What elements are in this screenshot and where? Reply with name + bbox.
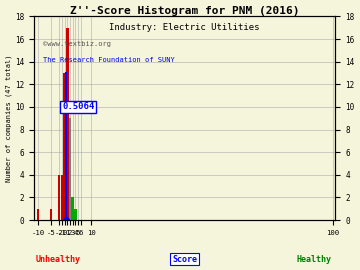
Text: Unhealthy: Unhealthy (35, 255, 80, 264)
Bar (37, 209, 39, 220)
Bar (58, 175, 60, 220)
Bar (72, 197, 74, 220)
Bar (61, 175, 63, 220)
Bar (69, 118, 71, 220)
Text: The Research Foundation of SUNY: The Research Foundation of SUNY (43, 57, 175, 63)
Bar (50, 209, 53, 220)
Text: Industry: Electric Utilities: Industry: Electric Utilities (109, 23, 260, 32)
Bar (63, 73, 66, 220)
Bar (66, 28, 68, 220)
Text: Healthy: Healthy (297, 255, 332, 264)
Y-axis label: Number of companies (47 total): Number of companies (47 total) (5, 55, 12, 182)
Text: ©www.textbiz.org: ©www.textbiz.org (43, 41, 111, 47)
Title: Z''-Score Histogram for PNM (2016): Z''-Score Histogram for PNM (2016) (70, 6, 300, 16)
Bar (74, 209, 77, 220)
Text: 0.5064: 0.5064 (62, 102, 94, 112)
Text: Score: Score (172, 255, 197, 264)
